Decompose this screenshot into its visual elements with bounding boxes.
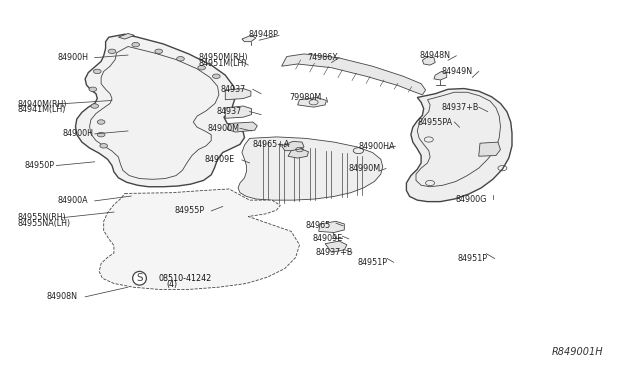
Text: 84948P: 84948P	[248, 30, 278, 39]
Circle shape	[212, 74, 220, 78]
Text: 84900G: 84900G	[456, 195, 487, 203]
Text: 84937: 84937	[216, 107, 241, 116]
Circle shape	[155, 49, 163, 54]
Text: 84965: 84965	[306, 221, 331, 230]
Polygon shape	[76, 34, 244, 187]
Text: R849001H: R849001H	[552, 347, 604, 356]
Text: 84950M(RH): 84950M(RH)	[198, 53, 248, 62]
Text: 84955PA: 84955PA	[417, 118, 452, 126]
Polygon shape	[288, 149, 308, 158]
Polygon shape	[325, 241, 347, 252]
Text: 84937: 84937	[221, 85, 246, 94]
Polygon shape	[225, 106, 252, 118]
Circle shape	[93, 69, 101, 74]
Circle shape	[91, 104, 99, 108]
Text: 79980M: 79980M	[289, 93, 321, 102]
Text: 84900A: 84900A	[58, 196, 88, 205]
Circle shape	[89, 87, 97, 92]
Text: 84990M: 84990M	[349, 164, 381, 173]
Polygon shape	[242, 35, 256, 42]
Circle shape	[177, 57, 184, 61]
Text: 84951P: 84951P	[458, 254, 488, 263]
Polygon shape	[479, 142, 500, 156]
Text: S: S	[136, 273, 143, 283]
Text: (4): (4)	[166, 280, 177, 289]
Text: 84908N: 84908N	[47, 292, 77, 301]
Text: 84949N: 84949N	[442, 67, 473, 76]
Polygon shape	[99, 189, 300, 289]
Text: 74986X: 74986X	[307, 53, 338, 62]
Polygon shape	[406, 89, 512, 202]
Polygon shape	[282, 54, 426, 95]
Polygon shape	[227, 122, 257, 132]
Text: 84900H: 84900H	[63, 129, 93, 138]
Text: 84955NA(LH): 84955NA(LH)	[18, 219, 71, 228]
Text: 84937+B: 84937+B	[442, 103, 479, 112]
Text: 84948N: 84948N	[419, 51, 450, 60]
Text: 84900M: 84900M	[208, 124, 240, 133]
Circle shape	[100, 144, 108, 148]
Text: 84955P: 84955P	[175, 206, 205, 215]
Text: 84965+A: 84965+A	[253, 140, 290, 149]
Text: 84900HA: 84900HA	[358, 142, 395, 151]
Circle shape	[97, 120, 105, 124]
Text: 84900H: 84900H	[58, 53, 88, 62]
Circle shape	[132, 42, 140, 47]
Polygon shape	[118, 33, 134, 39]
Text: 84951P: 84951P	[357, 258, 387, 267]
Text: 08510-41242: 08510-41242	[159, 274, 212, 283]
Polygon shape	[298, 97, 326, 107]
Circle shape	[108, 49, 116, 54]
Text: 84909E: 84909E	[205, 155, 235, 164]
Polygon shape	[319, 221, 344, 232]
Polygon shape	[282, 141, 304, 151]
Polygon shape	[225, 89, 251, 100]
Text: 84941M(LH): 84941M(LH)	[18, 105, 67, 114]
Text: 84955N(RH): 84955N(RH)	[18, 213, 67, 222]
Polygon shape	[238, 137, 383, 200]
Text: 84951M(LH): 84951M(LH)	[198, 59, 247, 68]
Text: 84950P: 84950P	[24, 161, 54, 170]
Circle shape	[198, 65, 205, 70]
Circle shape	[97, 132, 105, 137]
Polygon shape	[434, 71, 447, 80]
Polygon shape	[422, 57, 435, 65]
Text: 84940M(RH): 84940M(RH)	[18, 100, 67, 109]
Text: 84937+B: 84937+B	[316, 248, 353, 257]
Text: 84909E: 84909E	[312, 234, 342, 243]
